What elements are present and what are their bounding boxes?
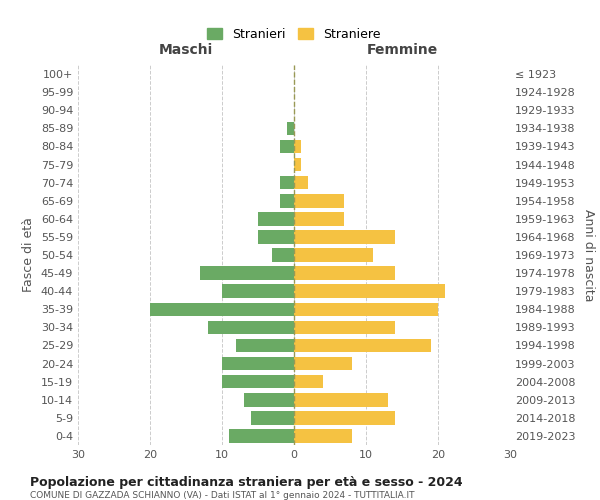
Bar [258, 230, 294, 243]
Text: Maschi: Maschi [159, 44, 213, 58]
Text: COMUNE DI GAZZADA SCHIANNO (VA) - Dati ISTAT al 1° gennaio 2024 - TUTTITALIA.IT: COMUNE DI GAZZADA SCHIANNO (VA) - Dati I… [30, 491, 415, 500]
Bar [294, 266, 395, 280]
Bar [222, 284, 294, 298]
Bar [229, 429, 294, 442]
Bar [294, 194, 344, 207]
Bar [294, 230, 395, 243]
Bar [294, 284, 445, 298]
Bar [294, 176, 308, 190]
Bar [208, 320, 294, 334]
Bar [294, 338, 431, 352]
Bar [294, 357, 352, 370]
Bar [280, 176, 294, 190]
Bar [294, 393, 388, 406]
Bar [222, 357, 294, 370]
Bar [258, 212, 294, 226]
Text: Femmine: Femmine [367, 44, 437, 58]
Bar [150, 302, 294, 316]
Bar [294, 320, 395, 334]
Bar [294, 212, 344, 226]
Bar [294, 140, 301, 153]
Bar [280, 140, 294, 153]
Bar [294, 429, 352, 442]
Bar [222, 375, 294, 388]
Text: Popolazione per cittadinanza straniera per età e sesso - 2024: Popolazione per cittadinanza straniera p… [30, 476, 463, 489]
Bar [251, 411, 294, 424]
Bar [200, 266, 294, 280]
Bar [272, 248, 294, 262]
Bar [294, 411, 395, 424]
Bar [287, 122, 294, 135]
Legend: Stranieri, Straniere: Stranieri, Straniere [201, 22, 387, 48]
Bar [280, 194, 294, 207]
Bar [244, 393, 294, 406]
Y-axis label: Fasce di età: Fasce di età [22, 218, 35, 292]
Bar [294, 302, 438, 316]
Bar [294, 248, 373, 262]
Bar [236, 338, 294, 352]
Bar [294, 158, 301, 172]
Bar [294, 375, 323, 388]
Y-axis label: Anni di nascita: Anni di nascita [582, 209, 595, 301]
